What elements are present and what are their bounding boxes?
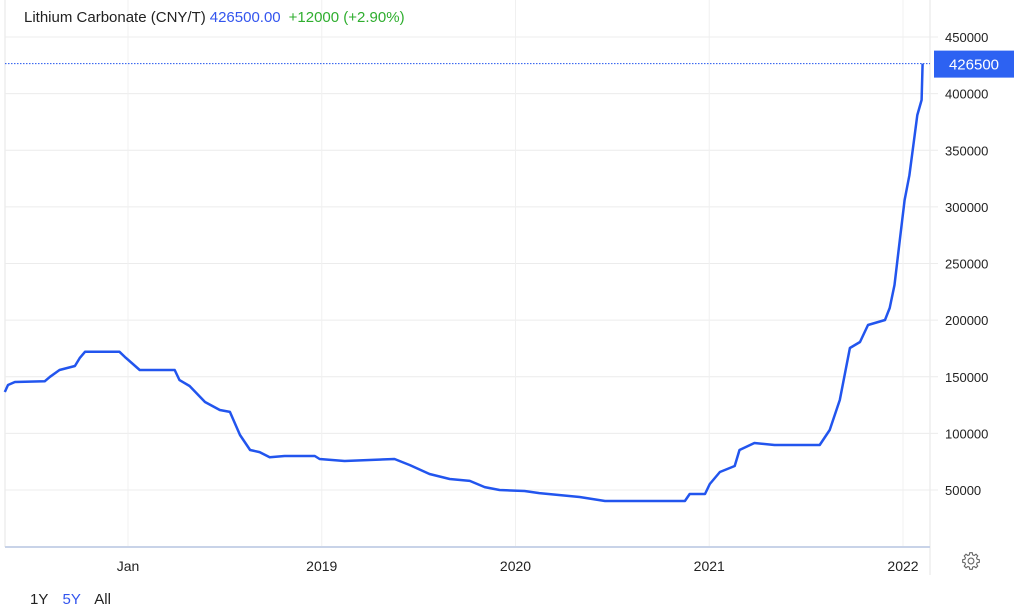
y-tick-label: 350000 (945, 143, 988, 158)
range-selector: 1Y 5Y All (30, 591, 121, 608)
x-tick-label: 2021 (694, 558, 725, 574)
last-price-marker: 426500 (5, 50, 1014, 78)
y-tick-label: 200000 (945, 313, 988, 328)
grid (4, 0, 938, 575)
price-change: +12000 (+2.90%) (288, 9, 405, 26)
y-tick-label: 150000 (945, 370, 988, 385)
y-tick-label: 50000 (945, 483, 981, 498)
y-tick-label: 400000 (945, 87, 988, 102)
series (3, 63, 924, 503)
range-all-button[interactable]: All (94, 591, 111, 608)
y-tick-label: 250000 (945, 257, 988, 272)
range-1y-button[interactable]: 1Y (30, 591, 49, 608)
last-price-badge (934, 50, 1014, 78)
y-tick-label: 100000 (945, 426, 988, 441)
last-price-label: 426500 (949, 57, 999, 74)
x-tick-label: 2019 (306, 558, 337, 574)
y-tick-label: 300000 (945, 200, 988, 215)
price-line (3, 63, 924, 503)
instrument-name: Lithium Carbonate (CNY/T) (24, 9, 206, 26)
x-axis: Jan 2019 2020 2021 2022 (5, 546, 930, 574)
x-tick-label: 2020 (500, 558, 531, 574)
range-5y-button[interactable]: 5Y (62, 591, 81, 608)
current-price: 426500.00 (209, 9, 281, 26)
price-chart[interactable]: 50000 100000 150000 200000 250000 300000 35000… (0, 0, 1015, 590)
y-axis: 50000 100000 150000 200000 250000 300000 35000… (945, 30, 988, 498)
gear-icon[interactable] (961, 551, 981, 571)
chart-header: Lithium Carbonate (CNY/T) 426500.00 +12000… (24, 9, 405, 26)
y-tick-label: 450000 (945, 30, 988, 45)
x-tick-label: 2022 (887, 558, 918, 574)
x-tick-label: Jan (117, 558, 140, 574)
